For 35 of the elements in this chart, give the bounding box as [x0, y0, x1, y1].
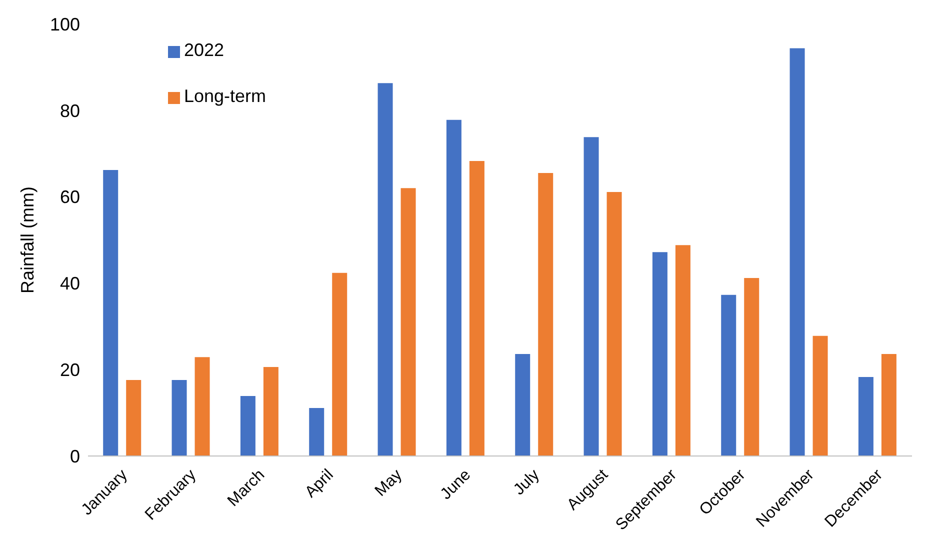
- bar: [263, 367, 278, 456]
- bar: [469, 160, 484, 456]
- y-tick-label: 40: [60, 274, 80, 294]
- bar: [309, 408, 324, 456]
- bar: [194, 357, 210, 456]
- bar: [858, 376, 874, 456]
- bar: [172, 380, 187, 456]
- bar: [103, 170, 118, 456]
- y-tick-label: 100: [50, 14, 80, 34]
- bar: [606, 192, 622, 456]
- bar: [126, 380, 142, 456]
- bar: [538, 173, 554, 456]
- y-tick-label: 20: [60, 360, 80, 380]
- bar: [378, 83, 393, 456]
- bar: [790, 48, 805, 456]
- bar: [400, 188, 416, 456]
- bar: [515, 354, 530, 456]
- y-tick-label: 0: [70, 446, 80, 466]
- bar: [240, 396, 256, 456]
- bar: [332, 272, 348, 456]
- bar: [881, 354, 896, 456]
- y-tick-label: 80: [60, 100, 80, 121]
- x-tick-label: July: [510, 466, 543, 499]
- bar: [721, 294, 736, 456]
- bar: [675, 245, 690, 456]
- x-tick-label: May: [372, 466, 406, 500]
- y-tick-label: 60: [60, 187, 80, 208]
- bar: [446, 120, 462, 456]
- bar: [812, 336, 828, 456]
- y-axis-title: Rainfall (mm): [17, 186, 38, 294]
- legend-label: Long-term: [184, 85, 268, 108]
- bar: [744, 278, 760, 456]
- bar: [584, 137, 599, 456]
- legend-label: 2022: [184, 39, 226, 62]
- bar: [652, 252, 668, 456]
